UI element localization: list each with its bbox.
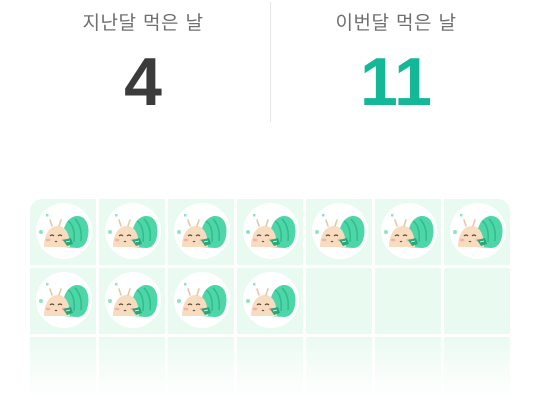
calendar-day-cell[interactable] <box>237 268 303 334</box>
sticker-calendar <box>30 199 510 403</box>
calendar-day-cell[interactable] <box>306 199 372 265</box>
calendar-day-cell[interactable] <box>99 199 165 265</box>
calendar-day-cell[interactable] <box>375 337 441 403</box>
calendar-day-cell[interactable] <box>99 268 165 334</box>
calendar-day-cell[interactable] <box>237 199 303 265</box>
snail-character-icon <box>104 202 162 260</box>
snail-character-icon <box>173 271 231 329</box>
monthly-stats-header: 지난달 먹은 날 4 이번달 먹은 날 11 <box>0 0 540 122</box>
calendar-day-cell[interactable] <box>306 337 372 403</box>
calendar-day-cell[interactable] <box>444 337 510 403</box>
snail-character-icon <box>104 271 162 329</box>
snail-character-icon <box>311 202 369 260</box>
calendar-day-cell[interactable] <box>99 337 165 403</box>
this-month-stat: 이번달 먹은 날 11 <box>272 0 520 122</box>
this-month-label: 이번달 먹은 날 <box>335 12 457 34</box>
snail-character-icon <box>173 202 231 260</box>
calendar-day-cell[interactable] <box>444 268 510 334</box>
snail-character-icon <box>380 202 438 260</box>
calendar-day-cell[interactable] <box>306 268 372 334</box>
calendar-day-cell[interactable] <box>444 199 510 265</box>
calendar-day-cell[interactable] <box>30 268 96 334</box>
calendar-day-cell[interactable] <box>30 337 96 403</box>
calendar-day-cell[interactable] <box>30 199 96 265</box>
calendar-day-cell[interactable] <box>168 337 234 403</box>
snail-character-icon <box>35 202 93 260</box>
snail-character-icon <box>242 271 300 329</box>
last-month-stat: 지난달 먹은 날 4 <box>16 0 270 122</box>
this-month-count: 11 <box>360 44 432 120</box>
calendar-day-cell[interactable] <box>375 268 441 334</box>
stats-divider <box>270 2 271 122</box>
calendar-day-cell[interactable] <box>168 268 234 334</box>
snail-character-icon <box>449 202 507 260</box>
last-month-count: 4 <box>124 44 162 120</box>
calendar-day-cell[interactable] <box>168 199 234 265</box>
calendar-day-cell[interactable] <box>375 199 441 265</box>
last-month-label: 지난달 먹은 날 <box>82 12 204 34</box>
sticker-grid <box>30 199 510 403</box>
snail-character-icon <box>35 271 93 329</box>
snail-character-icon <box>242 202 300 260</box>
calendar-day-cell[interactable] <box>237 337 303 403</box>
